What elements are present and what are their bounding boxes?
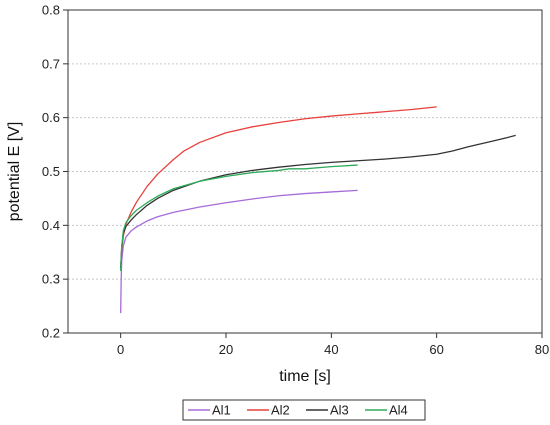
- y-tick-label: 0.3: [42, 272, 60, 287]
- legend-label: Al2: [271, 403, 290, 418]
- legend-box: [182, 399, 426, 421]
- y-tick-label: 0.2: [42, 326, 60, 341]
- grid-lines: [68, 63, 542, 280]
- series-line-al2: [120, 106, 437, 269]
- y-tick-label: 0.5: [42, 164, 60, 179]
- y-tick-label: 0.4: [42, 218, 60, 233]
- y-axis-title: potential E [V]: [6, 122, 23, 222]
- legend-label: Al1: [212, 403, 231, 418]
- legend: Al1 Al2 Al3 Al4: [182, 399, 426, 421]
- y-tick-label: 0.6: [42, 110, 60, 125]
- x-tick-label: 0: [117, 342, 124, 357]
- x-tick-label: 60: [429, 342, 443, 357]
- legend-label: Al4: [389, 403, 408, 418]
- y-axis-ticks: 0.2 0.3 0.4 0.5 0.6 0.7 0.8: [42, 3, 68, 341]
- x-tick-label: 20: [219, 342, 233, 357]
- legend-label: Al3: [330, 403, 349, 418]
- series-line-al3: [120, 134, 516, 269]
- x-tick-label: 80: [535, 342, 549, 357]
- series-line-al4: [120, 164, 358, 272]
- x-axis-ticks: 0 20 40 60 80: [117, 333, 549, 357]
- y-tick-label: 0.8: [42, 3, 60, 18]
- x-axis-title: time [s]: [279, 368, 331, 385]
- series-lines: [120, 106, 516, 314]
- y-tick-label: 0.7: [42, 56, 60, 71]
- x-tick-label: 40: [324, 342, 338, 357]
- series-line-al1: [120, 189, 358, 314]
